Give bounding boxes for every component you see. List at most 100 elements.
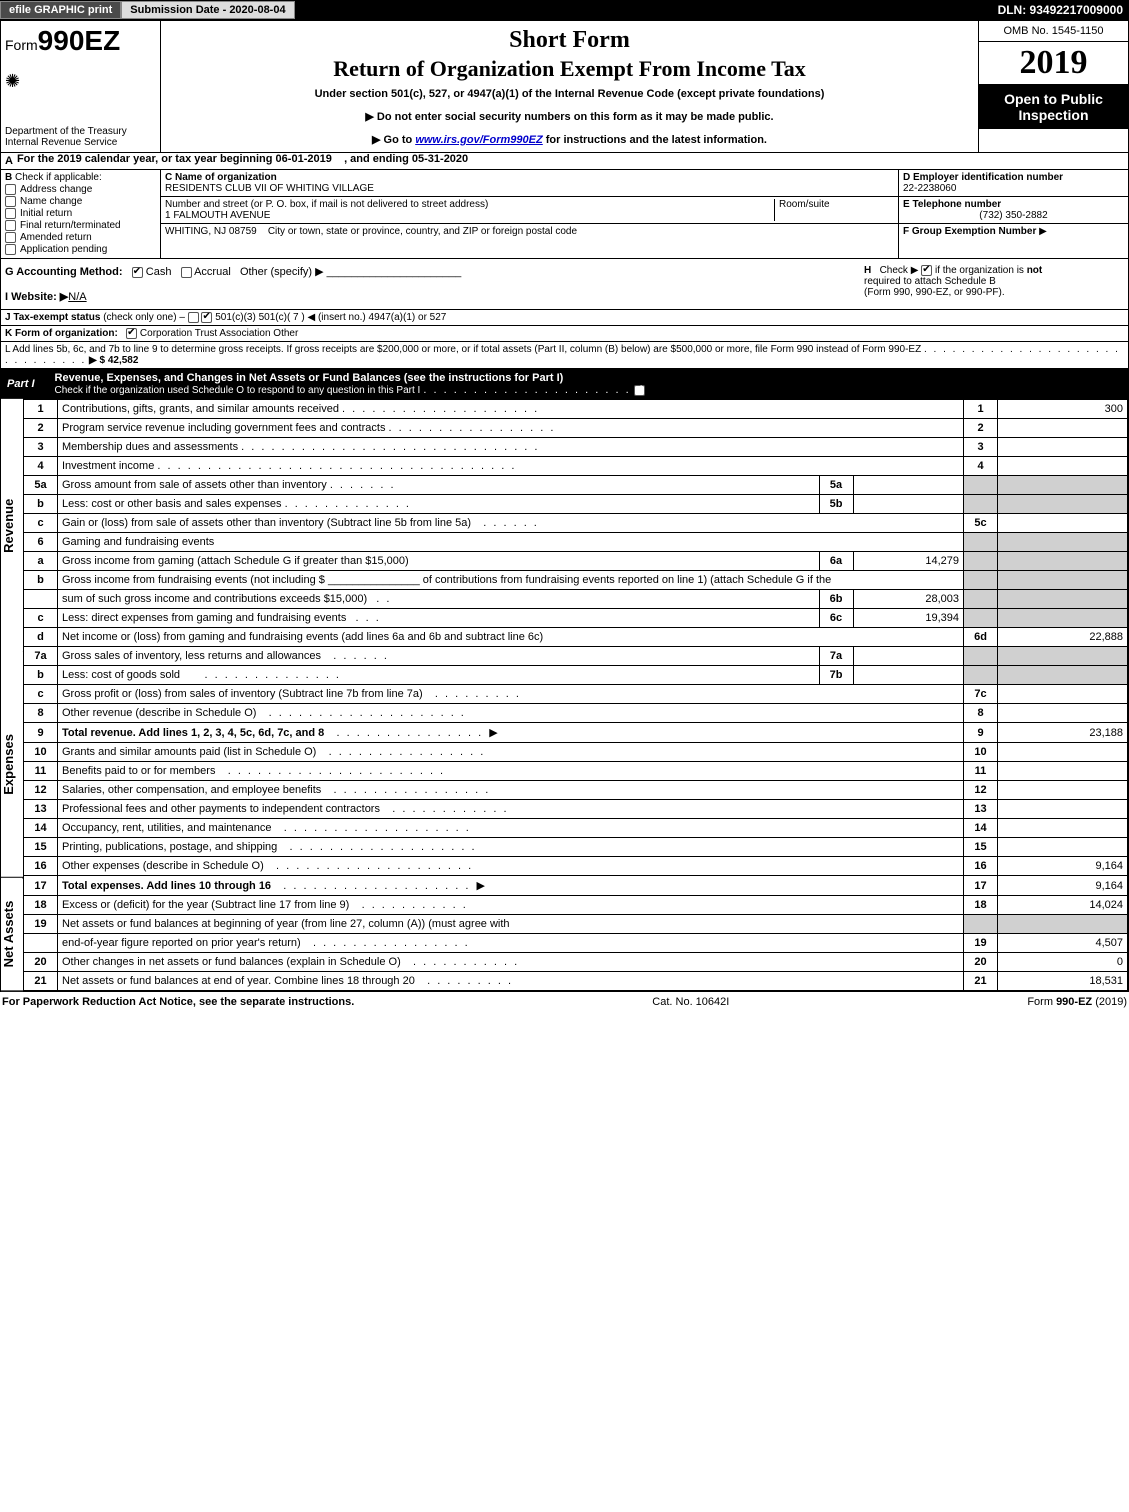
short-form-title: Short Form [167,27,972,54]
street-address: 1 FALMOUTH AVENUE [165,210,774,221]
row-7a-cell: Gross sales of inventory, less returns a… [58,647,964,666]
city-state-zip: WHITING, NJ 08759 [165,226,257,237]
row-6b-text1: Gross income from fundraising events (no… [58,571,964,590]
row-6b-2-no [24,590,58,609]
tax-year: 2019 [979,42,1128,85]
row-6b-text3: sum of such gross income and contributio… [58,590,819,608]
row-5a-sn: 5a [819,476,853,494]
row-6: 6Gaming and fundraising events [24,533,1128,552]
row-6c-no: c [24,609,58,628]
h-text3: (Form 990, 990-EZ, or 990-PF). [864,287,1124,298]
row-13-rn: 13 [964,800,998,819]
row-1-amt: 300 [998,400,1128,419]
row-6c-rn-shade [964,609,998,628]
row-10: 10Grants and similar amounts paid (list … [24,743,1128,762]
checkbox-corporation[interactable] [126,328,137,339]
row-2: 2Program service revenue including gover… [24,419,1128,438]
row-2-no: 2 [24,419,58,438]
row-16-amt: 9,164 [998,857,1128,876]
row-7b-samt [853,666,963,684]
efile-print-button[interactable]: efile GRAPHIC print [0,1,121,19]
checkbox-501c3[interactable] [188,312,199,323]
irs-link[interactable]: www.irs.gov/Form990EZ [415,134,542,146]
arrow-right-icon: ▶ [477,880,485,892]
row-1-rn: 1 [964,400,998,419]
side-label-expenses: Expenses [1,652,23,878]
checkbox-address-change[interactable] [5,184,16,195]
d-ein-row: D Employer identification number 22-2238… [899,170,1128,197]
row-5a-cell: Gross amount from sale of assets other t… [58,476,964,495]
row-12-amt [998,781,1128,800]
line-L: L Add lines 5b, 6c, and 7b to line 9 to … [1,342,1128,369]
row-7a-no: 7a [24,647,58,666]
instruction-line-1: ▶ Do not enter social security numbers o… [167,110,972,123]
subtitle: Under section 501(c), 527, or 4947(a)(1)… [167,88,972,100]
checkbox-cash[interactable] [132,267,143,278]
checkbox-initial-return[interactable] [5,208,16,219]
checkbox-schedule-b-not-required[interactable] [921,265,932,276]
lines-grid: Revenue Expenses Net Assets 1Contributio… [1,399,1128,991]
row-21: 21Net assets or fund balances at end of … [24,972,1128,991]
row-13-no: 13 [24,800,58,819]
checkbox-accrual[interactable] [181,267,192,278]
label-accrual: Accrual [194,266,231,278]
arrow2-pre: ▶ Go to [372,134,415,146]
label-application-pending: Application pending [20,244,107,255]
row-8-no: 8 [24,704,58,723]
row-14-text: Occupancy, rent, utilities, and maintena… [58,819,964,838]
row-6-text: Gaming and fundraising events [58,533,964,552]
header-right: OMB No. 1545-1150 2019 Open to Public In… [978,21,1128,152]
c-street-row: Number and street (or P. O. box, if mail… [161,197,898,224]
row-5b-amt-shade [998,495,1128,514]
street-label: Number and street (or P. O. box, if mail… [165,199,774,210]
k-options: Corporation Trust Association Other [140,328,298,339]
city-label: City or town, state or province, country… [268,226,577,237]
j-options: 501(c)(3) 501(c)( 7 ) ◀ (insert no.) 494… [215,312,446,323]
c-label: C Name of organization [165,172,277,183]
website-value: N/A [68,291,86,303]
checkbox-application-pending[interactable] [5,244,16,255]
row-11-rn: 11 [964,762,998,781]
row-14: 14Occupancy, rent, utilities, and mainte… [24,819,1128,838]
row-21-rn: 21 [964,972,998,991]
checkbox-schedule-o-used[interactable] [634,385,645,396]
header-center: Short Form Return of Organization Exempt… [161,21,978,152]
checkbox-final-return[interactable] [5,220,16,231]
j-note: (check only one) – [103,312,185,323]
row-6a-cell: Gross income from gaming (attach Schedul… [58,552,964,571]
line-A: A For the 2019 calendar year, or tax yea… [1,153,1128,170]
org-name: RESIDENTS CLUB VII OF WHITING VILLAGE [165,183,894,194]
part1-title: Revenue, Expenses, and Changes in Net As… [55,372,564,384]
row-7a-samt [853,647,963,665]
submission-date-button[interactable]: Submission Date - 2020-08-04 [121,1,294,19]
row-3: 3Membership dues and assessments . . . .… [24,438,1128,457]
row-1: 1Contributions, gifts, grants, and simil… [24,400,1128,419]
open-to-public-badge: Open to Public Inspection [979,85,1128,129]
row-7c: cGross profit or (loss) from sales of in… [24,685,1128,704]
row-13-text: Professional fees and other payments to … [58,800,964,819]
row-8-rn: 8 [964,704,998,723]
department-label: Department of the Treasury Internal Reve… [5,126,156,148]
section-BCD: B Check if applicable: Address change Na… [1,170,1128,259]
row-7a-sn: 7a [819,647,853,665]
checkbox-name-change[interactable] [5,196,16,207]
arrow-right-icon: ▶ [489,727,497,739]
row-6c-amt-shade [998,609,1128,628]
row-12-text: Salaries, other compensation, and employ… [58,781,964,800]
row-21-text: Net assets or fund balances at end of ye… [58,972,964,991]
row-15-no: 15 [24,838,58,857]
row-9-text: Total revenue. Add lines 1, 2, 3, 4, 5c,… [58,723,964,743]
row-6-amt-shade [998,533,1128,552]
row-4-rn: 4 [964,457,998,476]
label-final-return: Final return/terminated [20,220,121,231]
checkbox-amended-return[interactable] [5,232,16,243]
row-6b-samt: 28,003 [853,590,963,608]
checkbox-501c-other[interactable] [201,312,212,323]
row-7b-rn-shade [964,666,998,685]
row-7a: 7a Gross sales of inventory, less return… [24,647,1128,666]
h-check-label: Check ▶ [880,265,919,276]
row-20: 20Other changes in net assets or fund ba… [24,953,1128,972]
row-6c: c Less: direct expenses from gaming and … [24,609,1128,628]
room-suite-label: Room/suite [774,199,894,221]
row-5b-text: Less: cost or other basis and sales expe… [58,495,819,513]
